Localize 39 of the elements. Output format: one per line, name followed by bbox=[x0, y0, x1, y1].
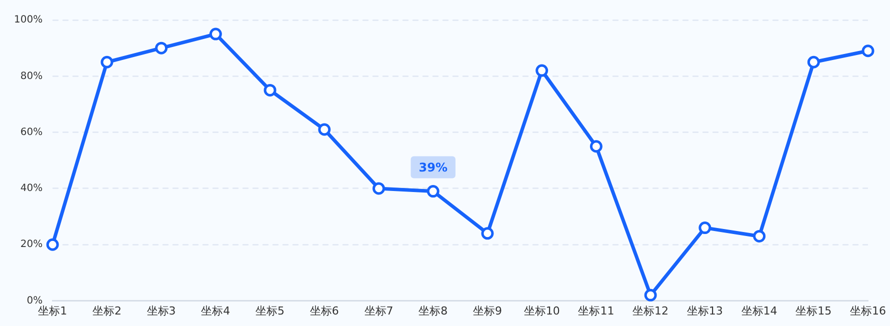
x-tick-label: 坐标6 bbox=[310, 304, 339, 318]
data-label: 39% bbox=[418, 160, 448, 174]
x-tick-label: 坐标1 bbox=[38, 304, 68, 318]
point bbox=[807, 56, 820, 68]
point bbox=[209, 28, 222, 40]
x-tick-label: 坐标15 bbox=[796, 304, 832, 318]
x-tick-label: 坐标14 bbox=[741, 304, 778, 318]
x-tick-label: 坐标3 bbox=[146, 304, 176, 318]
point bbox=[862, 44, 874, 58]
y-tick-label: 40% bbox=[20, 183, 43, 194]
point bbox=[426, 185, 440, 198]
point bbox=[46, 238, 59, 251]
x-tick-label: 坐标4 bbox=[201, 304, 230, 318]
y-tick-label: 100% bbox=[14, 14, 43, 26]
point bbox=[698, 222, 712, 234]
point bbox=[590, 140, 602, 153]
y-tick-label: 80% bbox=[20, 70, 43, 82]
point bbox=[644, 288, 657, 302]
x-tick-label: 坐标10 bbox=[524, 304, 560, 318]
x-tick-label: 坐标7 bbox=[364, 304, 394, 318]
y-tick-label: 20% bbox=[20, 239, 43, 250]
x-tick-label: 坐标16 bbox=[850, 304, 886, 318]
point bbox=[481, 227, 494, 240]
x-tick-label: 坐标13 bbox=[686, 304, 723, 318]
point bbox=[155, 42, 168, 54]
point bbox=[536, 64, 548, 77]
y-tick-label: 60% bbox=[20, 126, 43, 138]
y-tick-label: 0% bbox=[26, 295, 43, 306]
point bbox=[753, 230, 766, 242]
x-tick-label: 坐标8 bbox=[418, 304, 448, 318]
point bbox=[264, 84, 276, 96]
point bbox=[372, 182, 386, 195]
point bbox=[100, 56, 114, 68]
x-tick-label: 坐标5 bbox=[256, 304, 285, 318]
x-tick-label: 坐标11 bbox=[578, 304, 614, 318]
x-tick-label: 坐标9 bbox=[472, 304, 502, 318]
x-tick-label: 坐标12 bbox=[632, 304, 669, 318]
x-tick-label: 坐标2 bbox=[92, 304, 122, 318]
point bbox=[318, 123, 331, 136]
